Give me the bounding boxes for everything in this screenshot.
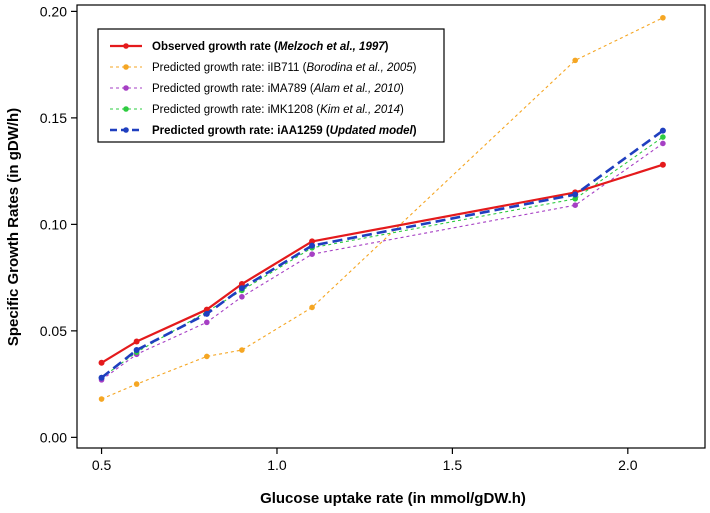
x-axis: 0.5 1.0 1.5 2.0 (92, 448, 638, 473)
legend-label-part: Kim et al., 2014 (320, 104, 400, 116)
series-layer (98, 14, 666, 402)
data-point-iIB711 (204, 353, 210, 360)
legend: Observed growth rate (Melzoch et al., 19… (97, 28, 445, 143)
legend-label: Predicted growth rate: iMK1208 (Kim et a… (152, 104, 404, 116)
legend-label-part: ) (385, 41, 389, 53)
data-point-iAA1259 (133, 347, 140, 354)
legend-label-part: Predicted growth rate: iAA1259 ( (152, 125, 330, 137)
plot-frame (76, 4, 706, 449)
legend-label: Predicted growth rate: iIB711 (Borodina … (152, 62, 417, 74)
data-point-iIB711 (309, 304, 315, 311)
legend-box (97, 28, 445, 143)
data-point-observed (659, 161, 666, 168)
series-line-iAA1259 (100, 129, 664, 379)
data-point-iAA1259 (309, 242, 316, 249)
data-point-observed (309, 238, 316, 245)
legend-item-observed: Observed growth rate (Melzoch et al., 19… (110, 41, 389, 53)
legend-label-part: Predicted growth rate: iMK1208 ( (152, 104, 320, 116)
series-line-observed (100, 163, 664, 364)
data-point-iMK1208 (572, 196, 578, 202)
data-point-iMA789 (572, 202, 578, 209)
y-axis-title: Specific Growth Rates (in gDW/h) (5, 108, 22, 346)
x-tick-label: 0.5 (92, 457, 112, 473)
data-point-iIB711 (98, 396, 105, 402)
data-point-observed (133, 338, 140, 345)
legend-label-part: ) (413, 62, 417, 74)
x-tick-label: 1.5 (443, 457, 463, 473)
legend-item-iIB711: Predicted growth rate: iIB711 (Borodina … (110, 62, 417, 74)
legend-label-part: ) (413, 125, 417, 137)
data-point-iAA1259 (238, 285, 245, 292)
y-tick-label: 0.10 (40, 216, 67, 232)
legend-label-part: Alam et al., 2010 (313, 83, 401, 95)
legend-item-iAA1259: Predicted growth rate: iAA1259 (Updated … (110, 125, 417, 137)
legend-label-part: ) (400, 104, 404, 116)
legend-item-iMK1208: Predicted growth rate: iMK1208 (Kim et a… (110, 104, 404, 116)
data-point-observed (98, 359, 105, 366)
data-point-iMA789 (204, 319, 210, 326)
series-line-iMK1208 (101, 136, 664, 379)
y-axis: 0.00 0.05 0.10 0.15 0.20 (40, 3, 77, 445)
legend-label-part: Observed growth rate ( (152, 41, 278, 53)
data-point-iIB711 (660, 14, 666, 21)
y-tick-label: 0.05 (40, 323, 67, 339)
data-point-iMA789 (309, 251, 315, 257)
data-point-iAA1259 (203, 310, 210, 317)
legend-label-part: ) (400, 83, 404, 95)
legend-label: Predicted growth rate: iMA789 (Alam et a… (152, 83, 404, 95)
y-tick-label: 0.15 (40, 110, 67, 126)
legend-label-part: Updated model (330, 125, 414, 137)
series-line-iMA789 (101, 142, 664, 381)
legend-marker (123, 127, 129, 133)
legend-marker (123, 64, 129, 70)
series-iAA1259 (98, 127, 666, 381)
legend-label: Observed growth rate (Melzoch et al., 19… (152, 41, 389, 53)
legend-item-iMA789: Predicted growth rate: iMA789 (Alam et a… (110, 83, 404, 95)
legend-label-part: Borodina et al., 2005 (306, 62, 413, 74)
data-point-iMA789 (660, 140, 666, 147)
legend-label: Predicted growth rate: iAA1259 (Updated … (152, 125, 417, 137)
series-observed (98, 161, 666, 366)
x-axis-title: Glucose uptake rate (in mmol/gDW.h) (260, 490, 526, 507)
data-point-iMK1208 (660, 134, 666, 140)
legend-label-part: Melzoch et al., 1997 (278, 41, 385, 53)
data-point-iIB711 (133, 381, 140, 387)
data-point-iIB711 (239, 347, 245, 353)
data-point-iIB711 (572, 57, 578, 64)
legend-label-part: Predicted growth rate: iIB711 ( (152, 62, 307, 74)
series-iMA789 (98, 140, 666, 383)
legend-label-part: Predicted growth rate: iMA789 ( (152, 83, 314, 95)
data-point-iMA789 (239, 293, 245, 300)
legend-marker (123, 106, 129, 112)
data-point-observed (203, 306, 210, 313)
x-tick-label: 2.0 (618, 457, 638, 473)
data-point-observed (238, 281, 245, 288)
x-tick-label: 1.0 (267, 457, 287, 473)
data-point-iAA1259 (659, 127, 666, 134)
y-tick-label: 0.20 (40, 3, 67, 19)
data-point-iAA1259 (572, 191, 579, 198)
data-point-iAA1259 (98, 374, 105, 381)
series-iIB711 (98, 14, 666, 402)
series-iMK1208 (98, 134, 666, 381)
legend-marker (123, 43, 129, 49)
y-tick-label: 0.00 (40, 429, 67, 445)
legend-marker (123, 85, 129, 91)
